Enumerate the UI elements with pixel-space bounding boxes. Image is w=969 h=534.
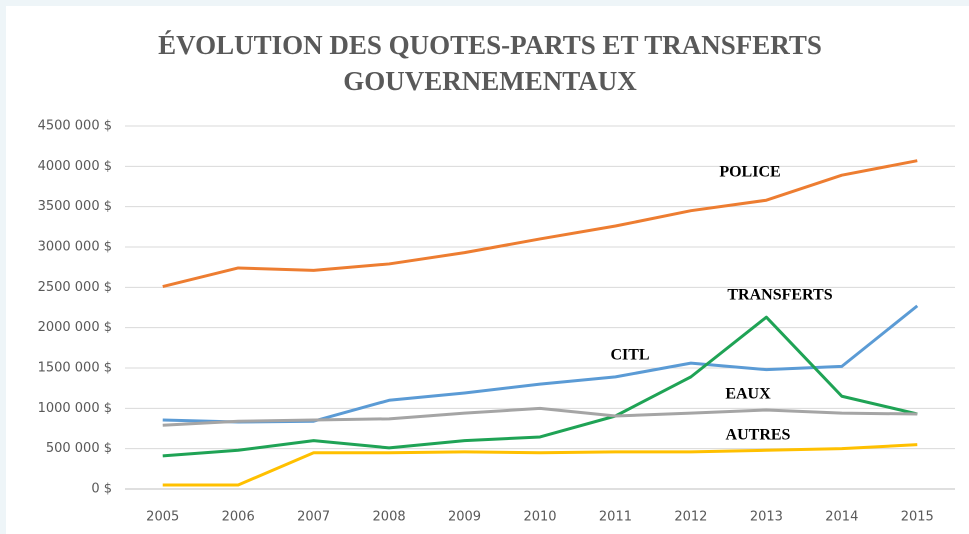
y-tick-label: 1000 000 $ — [38, 401, 112, 416]
y-tick-label: 2000 000 $ — [38, 320, 112, 335]
x-tick-label: 2006 — [222, 510, 255, 525]
x-tick-label: 2012 — [674, 510, 707, 525]
series-line — [162, 315, 918, 458]
series-label: POLICE — [719, 164, 780, 181]
x-tick-label: 2015 — [901, 510, 934, 525]
x-tick-label: 2011 — [599, 510, 632, 525]
series-label: TRANSFERTS — [727, 287, 832, 304]
y-tick-label: 2500 000 $ — [38, 280, 112, 295]
series-label: AUTRES — [726, 427, 791, 444]
series-line — [162, 159, 918, 288]
x-tick-label: 2007 — [297, 510, 330, 525]
x-tick-label: 2013 — [750, 510, 783, 525]
x-tick-label: 2009 — [448, 510, 481, 525]
y-tick-label: 0 $ — [91, 482, 112, 497]
y-tick-label: 500 000 $ — [46, 441, 112, 456]
chart-area — [6, 6, 969, 534]
series-label: EAUX — [725, 386, 771, 403]
chart-title: ÉVOLUTION DES QUOTES-PARTS ET TRANSFERTS — [158, 30, 822, 60]
y-tick-label: 1500 000 $ — [38, 361, 112, 376]
series-line — [162, 406, 918, 427]
y-tick-label: 4500 000 $ — [38, 119, 112, 134]
x-tick-label: 2008 — [373, 510, 406, 525]
series-label: CITL — [610, 347, 649, 364]
series-line — [162, 443, 918, 487]
chart-title: GOUVERNEMENTAUX — [343, 66, 637, 96]
x-tick-label: 2014 — [825, 510, 858, 525]
y-tick-label: 4000 000 $ — [38, 159, 112, 174]
y-tick-label: 3000 000 $ — [38, 240, 112, 255]
x-tick-label: 2010 — [523, 510, 556, 525]
x-tick-label: 2005 — [146, 510, 179, 525]
y-tick-label: 3500 000 $ — [38, 199, 112, 214]
